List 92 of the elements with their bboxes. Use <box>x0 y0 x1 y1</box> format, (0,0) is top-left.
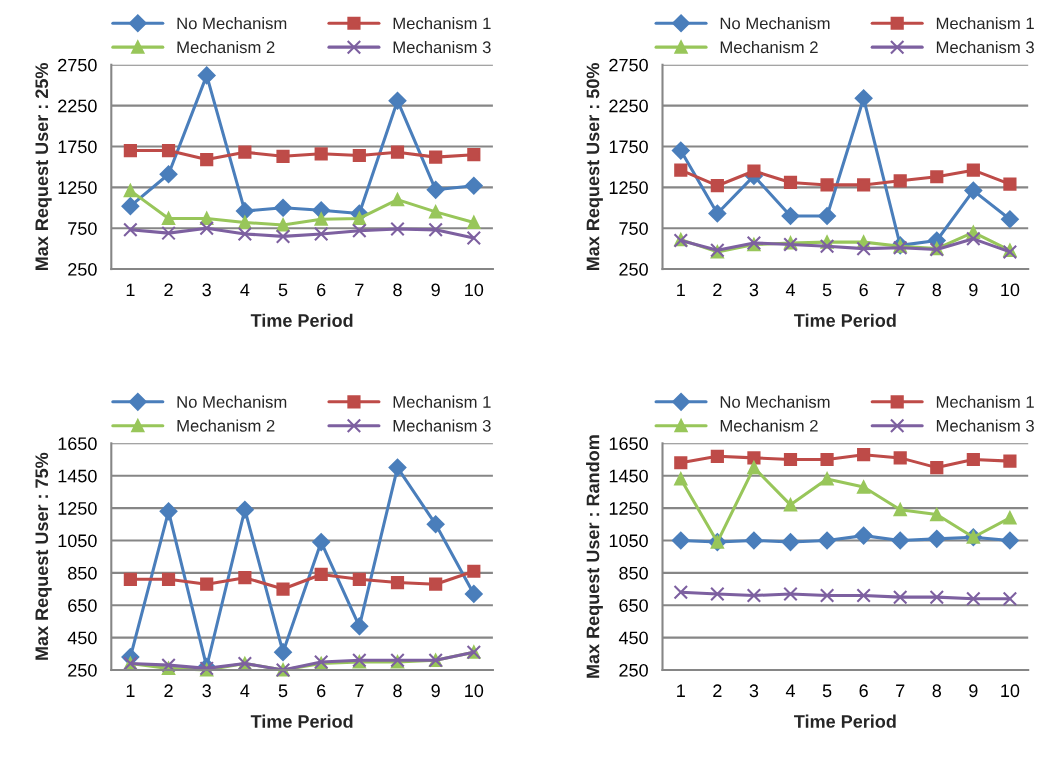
y-tick-label: 2250 <box>58 99 97 113</box>
y-tick-label: 650 <box>68 599 97 612</box>
x-axis-title: Time Period <box>250 313 353 327</box>
legend-label: Mechanism 3 <box>936 419 1034 432</box>
legend-label: No Mechanism <box>720 395 830 408</box>
x-tick-label: 3 <box>749 684 759 698</box>
x-tick-label: 1 <box>126 684 135 697</box>
x-tick-label: 3 <box>202 283 211 297</box>
x-tick-label: 9 <box>969 283 978 297</box>
x-tick-label: 4 <box>785 283 795 297</box>
y-tick-label: 1750 <box>609 140 648 154</box>
y-axis-title: Max Request User : Random <box>586 435 603 678</box>
y-tick-label: 1450 <box>609 469 648 483</box>
y-tick-label: 1750 <box>58 140 97 154</box>
x-tick-label: 1 <box>126 283 135 297</box>
x-tick-label: 10 <box>1001 684 1020 698</box>
y-tick-label: 1250 <box>58 502 97 515</box>
y-axis-title: Max Request User : 50% <box>586 63 603 271</box>
y-tick-label: 1250 <box>609 181 648 195</box>
y-axis-title: Max Request User : 25% <box>35 63 52 271</box>
y-tick-label: 250 <box>619 663 648 677</box>
x-axis-title: Time Period <box>794 313 896 327</box>
y-tick-label: 250 <box>68 663 97 677</box>
x-tick-label: 8 <box>932 684 942 698</box>
x-tick-label: 7 <box>355 283 364 297</box>
x-axis-title: Time Period <box>794 714 896 728</box>
legend-label: Mechanism 2 <box>177 40 275 54</box>
legend-label: Mechanism 3 <box>393 419 491 432</box>
legend-label: Mechanism 2 <box>720 40 818 54</box>
y-tick-label: 1650 <box>609 437 648 451</box>
y-tick-label: 850 <box>68 566 97 580</box>
x-tick-label: 5 <box>278 684 288 698</box>
x-tick-label: 10 <box>1001 283 1020 297</box>
y-tick-label: 2750 <box>609 58 648 72</box>
x-tick-label: 9 <box>431 684 440 698</box>
legend-label: Mechanism 1 <box>393 395 491 408</box>
legend-label: Mechanism 3 <box>393 40 491 54</box>
legend-label: Mechanism 1 <box>936 17 1034 30</box>
y-tick-label: 2750 <box>58 58 97 72</box>
legend-label: Mechanism 1 <box>393 17 491 30</box>
x-tick-label: 6 <box>859 684 868 698</box>
x-tick-label: 2 <box>713 684 722 697</box>
y-tick-label: 750 <box>619 222 648 235</box>
y-tick-label: 1250 <box>609 502 648 515</box>
x-tick-label: 5 <box>278 283 288 297</box>
y-tick-label: 450 <box>618 631 648 645</box>
y-tick-label: 1050 <box>58 534 97 548</box>
x-tick-label: 6 <box>317 684 326 698</box>
x-tick-label: 1 <box>677 283 685 297</box>
x-tick-label: 8 <box>932 283 942 297</box>
x-tick-label: 4 <box>240 684 250 697</box>
legend-label: Mechanism 2 <box>177 419 275 432</box>
y-tick-label: 250 <box>68 263 97 276</box>
legend-label: Mechanism 3 <box>936 40 1034 54</box>
x-tick-label: 5 <box>822 283 832 297</box>
y-tick-label: 750 <box>68 222 97 235</box>
x-tick-label: 9 <box>969 684 978 698</box>
x-tick-label: 6 <box>859 283 868 297</box>
x-tick-label: 10 <box>465 684 484 698</box>
x-tick-label: 7 <box>896 283 905 297</box>
x-tick-label: 7 <box>355 684 364 697</box>
legend-label: Mechanism 2 <box>720 419 818 432</box>
x-tick-label: 9 <box>431 283 440 297</box>
y-tick-label: 1650 <box>58 437 97 451</box>
x-axis-title: Time Period <box>250 714 353 728</box>
x-tick-label: 2 <box>164 283 173 297</box>
y-tick-label: 1450 <box>58 469 97 483</box>
legend-label: Mechanism 1 <box>936 395 1034 408</box>
legend-label: No Mechanism <box>720 17 830 30</box>
y-tick-label: 1050 <box>609 534 648 548</box>
legend-label: No Mechanism <box>177 395 287 408</box>
y-tick-label: 250 <box>619 263 648 276</box>
y-tick-label: 2250 <box>609 99 648 113</box>
y-tick-label: 450 <box>67 631 97 645</box>
x-tick-label: 7 <box>896 684 905 697</box>
x-tick-label: 3 <box>202 684 211 698</box>
x-tick-label: 4 <box>785 684 795 697</box>
x-tick-label: 6 <box>317 283 326 297</box>
x-tick-label: 8 <box>393 684 402 698</box>
x-tick-label: 5 <box>822 684 832 698</box>
x-tick-label: 2 <box>164 684 173 697</box>
x-tick-label: 4 <box>240 283 250 297</box>
y-tick-label: 650 <box>619 599 648 612</box>
y-axis-title: Max Request User : 75% <box>35 452 52 660</box>
x-tick-label: 3 <box>749 283 759 297</box>
y-tick-label: 850 <box>619 566 648 580</box>
x-tick-label: 10 <box>465 283 484 297</box>
y-tick-label: 1250 <box>58 181 97 195</box>
x-tick-label: 1 <box>677 684 685 697</box>
x-tick-label: 2 <box>713 283 722 297</box>
x-tick-label: 8 <box>393 283 402 297</box>
legend-label: No Mechanism <box>177 17 287 30</box>
